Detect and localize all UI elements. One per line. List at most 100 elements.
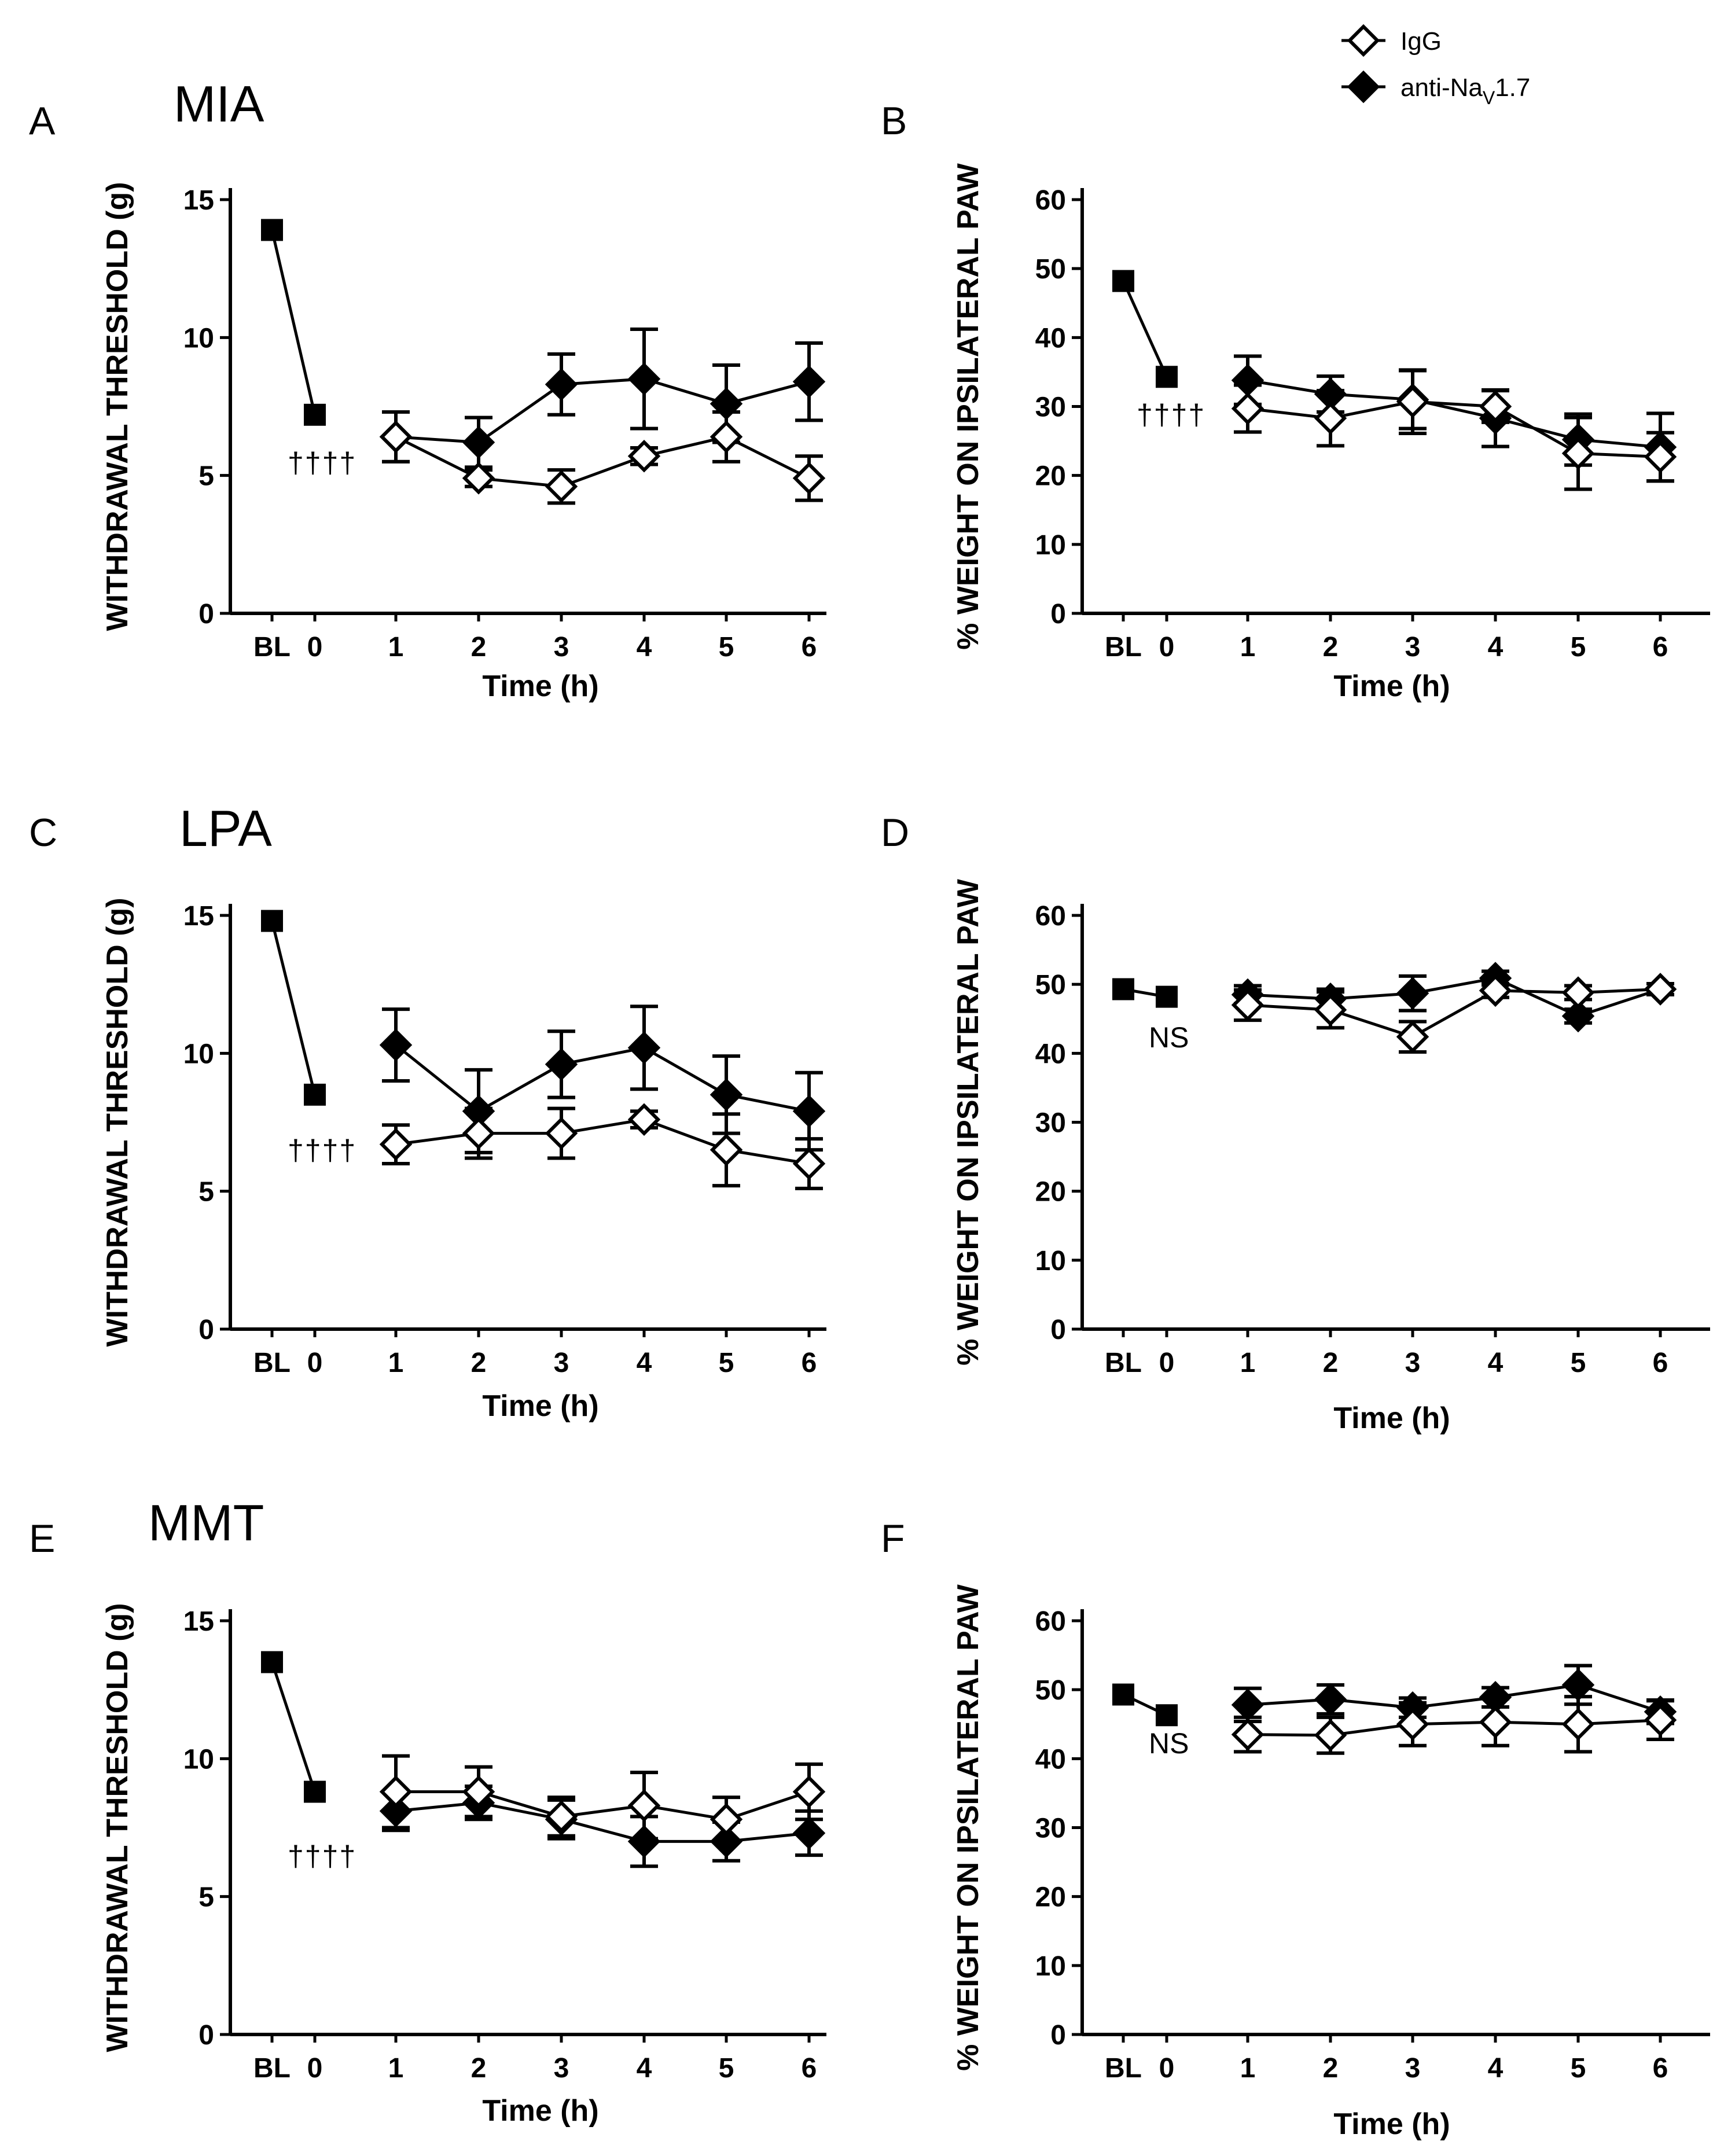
x-tick-label: 2	[1323, 1348, 1339, 1378]
data-point-2	[462, 1775, 495, 1808]
series-igg	[379, 1103, 826, 1190]
series-anti-nav17	[379, 328, 826, 469]
x-tick-label: 1	[1240, 632, 1256, 663]
y-tick-label: 50	[1035, 254, 1066, 285]
y-tick-label: 15	[183, 1606, 214, 1637]
series-anti-nav17	[379, 1785, 826, 1868]
panel-letter: B	[881, 99, 907, 143]
series-igg	[1231, 973, 1677, 1054]
x-tick-label: 1	[1240, 1348, 1256, 1378]
pre-point-0	[1156, 985, 1178, 1008]
data-point-5	[1561, 1668, 1595, 1702]
data-point-4	[627, 1789, 661, 1822]
y-tick-label: 0	[1050, 1315, 1066, 1345]
data-point-1	[1231, 988, 1264, 1022]
x-tick-label: 5	[719, 1348, 734, 1378]
x-tick-label: 2	[471, 1348, 487, 1378]
panel-letter: C	[29, 811, 57, 855]
data-point-5	[1561, 999, 1595, 1033]
data-point-4	[627, 1103, 661, 1136]
data-point-2	[1314, 1719, 1347, 1752]
pre-point-bl	[261, 219, 283, 241]
legend-entry-anti-nav17: anti-NaV1.7	[1341, 70, 1530, 108]
data-point-6	[792, 1095, 826, 1128]
y-tick-label: 10	[1035, 530, 1066, 561]
series-line	[1247, 1719, 1661, 1737]
pre-series-line	[1122, 280, 1168, 378]
legend-igg-marker-icon	[1347, 24, 1380, 57]
y-tick-label: 10	[183, 1039, 214, 1069]
pre-point-bl	[1112, 1683, 1134, 1706]
x-tick-label: 0	[1159, 632, 1175, 663]
x-tick-label: 6	[802, 2053, 817, 2084]
data-point-5	[1561, 437, 1595, 470]
pre-point-0	[1156, 366, 1178, 388]
data-point-4	[627, 440, 661, 473]
data-point-6	[792, 1147, 826, 1180]
x-tick-label: 5	[719, 632, 734, 663]
x-tick-label: 0	[1159, 2053, 1175, 2084]
series-anti-nav17	[1231, 962, 1677, 1033]
data-point-5	[1561, 976, 1595, 1009]
x-tick-label: 3	[554, 632, 569, 663]
series-line	[395, 377, 810, 444]
x-tick-label: 4	[1488, 1348, 1504, 1378]
y-tick-label: 20	[1035, 1882, 1066, 1913]
data-point-6	[792, 462, 826, 495]
significance-annotation: ††††	[1137, 399, 1205, 431]
x-tick-label: 0	[1159, 1348, 1175, 1378]
x-tick-label: 1	[388, 1348, 404, 1378]
data-point-1	[379, 1128, 413, 1161]
panel-a: A MIA 0 5 10 15 BL 0 1 2 3 4 5 6 WITHDRAWAL THRESHOLD …	[29, 75, 826, 703]
x-tick-label: 2	[1323, 632, 1339, 663]
y-tick-label: 0	[199, 2020, 214, 2051]
series-igg	[379, 1754, 826, 1844]
x-tick-label: 2	[1323, 2053, 1339, 2084]
x-tick-label: 4	[637, 632, 652, 663]
data-point-1	[1231, 1688, 1264, 1721]
pre-point-0	[304, 403, 326, 426]
significance-annotation: NS	[1149, 1727, 1189, 1760]
data-point-6	[1644, 1704, 1677, 1736]
x-tick-label: 1	[388, 2053, 404, 2084]
data-point-6	[792, 1775, 826, 1808]
y-tick-label: 0	[1050, 2020, 1066, 2051]
y-tick-label: 15	[183, 901, 214, 932]
x-tick-label: 5	[1571, 1348, 1586, 1378]
legend-anti-nav17-marker-icon	[1347, 70, 1380, 104]
data-point-4	[1479, 974, 1512, 1007]
x-tick-label: 2	[471, 2053, 487, 2084]
series-line	[395, 1044, 810, 1113]
panel-title: MMT	[148, 1494, 264, 1551]
x-tick-label: 4	[1488, 2053, 1504, 2084]
x-tick-label: 0	[307, 1348, 323, 1378]
data-point-5	[1561, 1708, 1595, 1741]
series-line	[395, 1801, 810, 1843]
data-point-3	[1396, 1708, 1429, 1741]
panel-d: D 0 10 20 30 40 50 60 BL 0 1 2 3 4 5 6 % WEIGHT ON IPSIL…	[881, 811, 1710, 1435]
data-point-2	[1314, 1683, 1347, 1716]
pre-point-0	[1156, 1704, 1178, 1727]
data-point-2	[462, 1117, 495, 1150]
data-point-2	[462, 462, 495, 495]
data-point-3	[1396, 385, 1429, 418]
y-tick-label: 15	[183, 185, 214, 216]
x-tick-label: 4	[1488, 632, 1504, 663]
panel-letter: F	[881, 1517, 905, 1561]
x-tick-label: 0	[307, 632, 323, 663]
panel-e: E MMT 0 5 10 15 BL 0 1 2 3 4 5 6 WITHDRAWAL THRESHOLD …	[29, 1494, 826, 2128]
y-tick-label: 10	[1035, 1246, 1066, 1276]
series-igg	[379, 410, 826, 505]
significance-annotation: ††††	[288, 447, 356, 479]
data-point-2	[1314, 402, 1347, 435]
panel-title: LPA	[179, 800, 272, 857]
series-line	[1247, 988, 1661, 1039]
data-point-3	[545, 1048, 578, 1081]
data-point-3	[545, 1800, 578, 1833]
x-tick-label: 0	[307, 2053, 323, 2084]
data-point-6	[1644, 973, 1677, 1006]
x-tick-label: 1	[1240, 2053, 1256, 2084]
y-tick-label: 60	[1035, 185, 1066, 216]
panel-b: B 0 10 20 30 40 50 60 BL 0 1 2 3 4 5 6 % WEIGHT ON IPSIL…	[881, 99, 1710, 703]
x-axis-title: Time (h)	[482, 669, 598, 703]
